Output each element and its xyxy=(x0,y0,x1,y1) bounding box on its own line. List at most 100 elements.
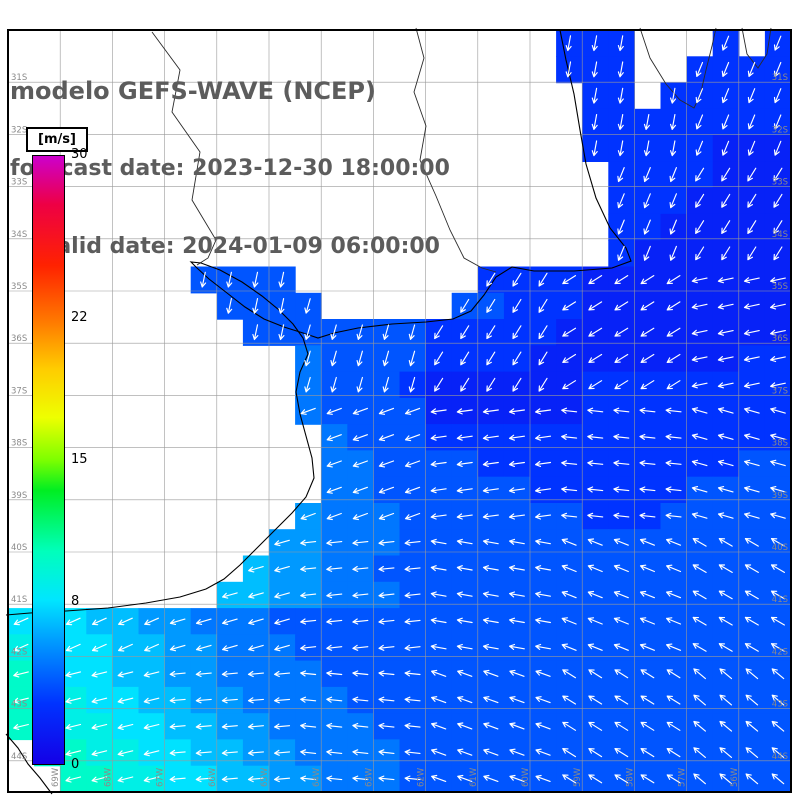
wave-arrow xyxy=(617,219,625,235)
wave-arrow xyxy=(562,695,577,705)
wave-arrow xyxy=(639,460,656,467)
wave-arrow xyxy=(378,618,395,625)
wave-arrow xyxy=(692,616,707,626)
wave-arrow xyxy=(382,350,390,367)
wave-arrow xyxy=(65,643,81,652)
wave-arrow xyxy=(431,669,447,677)
wave-arrow xyxy=(695,193,705,208)
wave-arrow xyxy=(222,644,238,652)
wave-arrow xyxy=(117,697,134,704)
wave-arrow xyxy=(430,487,447,494)
wave-arrow xyxy=(591,114,598,130)
wave-arrow xyxy=(300,512,316,521)
wave-arrow xyxy=(195,644,212,652)
wave-arrow xyxy=(639,617,655,625)
wave-arrow xyxy=(745,668,759,680)
wave-arrow xyxy=(326,722,343,730)
wave-arrow xyxy=(356,350,363,367)
wave-arrow xyxy=(669,245,677,261)
wave-arrow xyxy=(404,434,421,442)
wave-arrow xyxy=(457,774,473,782)
wave-arrow xyxy=(640,669,655,679)
wave-arrow xyxy=(692,564,707,573)
latitude-label: 38S xyxy=(11,439,27,449)
latitude-label: 33S xyxy=(11,178,27,188)
wave-arrow xyxy=(117,750,134,757)
wave-arrow xyxy=(91,750,108,757)
wave-arrow xyxy=(770,616,785,626)
latitude-label: 42S xyxy=(11,647,27,657)
wave-arrow xyxy=(65,776,82,783)
latitude-label: 44S xyxy=(11,752,27,762)
wave-arrow xyxy=(483,774,499,782)
map-frame xyxy=(7,29,792,793)
wave-arrow xyxy=(666,643,682,651)
wave-arrow xyxy=(744,407,760,414)
wave-arrow xyxy=(670,140,677,157)
wave-arrow xyxy=(352,434,368,442)
latitude-label: 35S xyxy=(772,282,788,292)
wave-arrow xyxy=(117,776,134,783)
wave-arrow xyxy=(613,590,629,599)
wave-arrow xyxy=(404,539,421,546)
wave-arrow xyxy=(482,617,499,624)
wave-arrow xyxy=(118,643,133,652)
wave-arrow xyxy=(326,512,342,521)
wave-arrow xyxy=(587,486,604,493)
wave-arrow xyxy=(200,271,207,288)
wave-arrow xyxy=(460,298,470,313)
wave-arrow xyxy=(617,245,625,261)
wave-arrow xyxy=(640,380,655,390)
wave-arrow xyxy=(118,617,133,626)
wave-arrow xyxy=(221,723,238,730)
wave-arrow xyxy=(666,380,681,390)
longitude-label: 65W xyxy=(260,767,270,787)
wave-arrow xyxy=(226,271,233,288)
wave-arrow xyxy=(404,670,421,677)
wave-arrow xyxy=(666,590,682,599)
wave-arrow xyxy=(717,329,734,336)
wave-arrow xyxy=(300,592,317,599)
wave-arrow xyxy=(613,617,629,625)
wave-arrow xyxy=(669,193,677,209)
wave-arrow xyxy=(274,723,291,730)
wave-arrow xyxy=(614,353,629,363)
wave-arrow xyxy=(771,694,785,706)
wave-arrow xyxy=(665,407,682,414)
wave-arrow xyxy=(326,407,342,415)
map-title-block: modelo GEFS-WAVE (NCEP) forecast date: 2… xyxy=(10,26,450,312)
wave-arrow xyxy=(717,459,734,467)
wave-arrow xyxy=(404,486,421,494)
wave-arrow xyxy=(613,512,630,519)
wave-arrow xyxy=(486,351,496,366)
latitude-label: 43S xyxy=(11,700,27,710)
wave-arrow xyxy=(719,694,733,706)
colorbar-tick-label: 15 xyxy=(71,452,88,467)
wave-arrow xyxy=(743,382,760,389)
wave-arrow xyxy=(252,324,259,341)
latitude-label: 36S xyxy=(772,334,788,344)
wave-arrow xyxy=(773,220,783,234)
wave-arrow xyxy=(304,298,311,314)
wave-arrow xyxy=(404,749,421,756)
wave-arrow xyxy=(745,694,759,706)
wave-arrow xyxy=(587,460,604,467)
wave-arrow xyxy=(195,749,212,756)
wave-arrow xyxy=(562,301,577,311)
wave-arrow xyxy=(535,460,552,467)
wave-arrow xyxy=(508,408,525,415)
wave-arrow xyxy=(561,512,578,519)
wave-arrow xyxy=(587,617,603,625)
wave-arrow xyxy=(669,219,677,235)
wave-arrow xyxy=(482,538,499,545)
wave-arrow xyxy=(457,696,473,704)
wave-arrow xyxy=(693,694,706,706)
wave-arrow xyxy=(744,564,759,573)
wave-arrow xyxy=(404,775,421,782)
wave-arrow xyxy=(247,749,264,756)
wave-arrow xyxy=(613,460,630,467)
wave-arrow xyxy=(143,697,160,704)
border-line xyxy=(741,27,772,69)
wave-arrow xyxy=(248,566,264,573)
